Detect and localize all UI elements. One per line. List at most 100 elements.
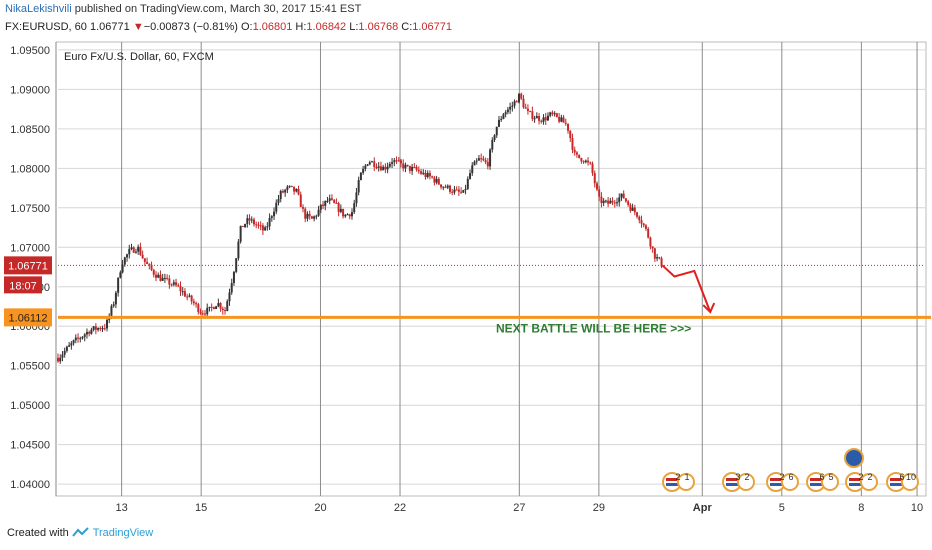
candle-body [395, 160, 398, 162]
candle-body [313, 216, 316, 219]
candle-body [197, 304, 200, 312]
event-marker-upper[interactable] [844, 448, 864, 468]
eu-flag-icon [844, 448, 864, 468]
high-value: 1.06842 [306, 21, 347, 33]
candle-body [629, 204, 632, 211]
candle-body [168, 278, 171, 285]
candle-body [235, 258, 238, 272]
candle-body [480, 158, 483, 160]
candle-body [226, 301, 229, 312]
candle-body [190, 295, 193, 302]
tradingview-logo[interactable]: TradingView [72, 527, 153, 539]
candle-body [130, 247, 133, 249]
candle-body [77, 337, 80, 339]
tradingview-brand: TradingView [92, 527, 154, 539]
candle-body [660, 258, 663, 267]
candle-body [85, 331, 88, 335]
candle-body [451, 191, 454, 193]
candle-body [206, 307, 209, 315]
candle-body [489, 149, 492, 167]
event-count: 3 [735, 472, 740, 482]
candle-body [239, 225, 242, 242]
candle-body [246, 218, 249, 225]
countdown-text: 18:07 [9, 280, 37, 292]
candle-body [157, 274, 160, 278]
candle-body [299, 194, 302, 208]
candle-body [126, 254, 129, 258]
candle-body [397, 160, 400, 162]
candle-body [310, 216, 313, 219]
candle-body [633, 207, 636, 213]
candle-body [154, 274, 157, 278]
candle-body [290, 185, 293, 187]
candle-body [627, 201, 630, 205]
candle-body [607, 200, 610, 204]
support-badge-text: 1.06112 [9, 312, 48, 324]
y-tick-label: 1.09500 [10, 45, 50, 57]
candle-body [560, 117, 563, 122]
candle-body [593, 173, 596, 184]
flag-stripe [890, 483, 902, 486]
event-count: 6 [819, 472, 824, 482]
candle-body [584, 160, 587, 163]
candle-body [442, 186, 445, 188]
y-tick-label: 1.07000 [10, 242, 50, 254]
candle-body [502, 114, 505, 119]
event-count: 10 [906, 472, 916, 482]
candle-body [573, 149, 576, 153]
event-count: 6 [788, 472, 793, 482]
candle-body [132, 247, 135, 253]
candle-body [134, 251, 137, 253]
candle-body [65, 346, 68, 351]
candle-body [353, 203, 356, 213]
candle-body [386, 166, 389, 170]
candle-body [415, 166, 418, 170]
tradingview-icon [72, 527, 89, 537]
candle-body [297, 189, 300, 195]
candle-body [549, 112, 552, 116]
candle-body [90, 329, 93, 334]
candle-body [83, 334, 86, 337]
event-marker[interactable]: 6 10 [886, 472, 919, 492]
candle-body [504, 112, 507, 115]
candle-body [268, 217, 271, 227]
candle-body [529, 111, 532, 113]
candle-body [553, 113, 556, 115]
high-label: H: [295, 21, 307, 33]
y-tick-label: 1.04000 [10, 479, 50, 491]
candle-body [255, 224, 258, 226]
candle-body [538, 116, 541, 121]
candle-body [330, 198, 333, 200]
author-link[interactable]: NikaLekishvili [5, 3, 72, 15]
price-chart[interactable]: Euro Fx/U.S. Dollar, 60, FXCM NEXT BATTL… [0, 38, 932, 518]
candle-body [535, 116, 538, 119]
candle-body [203, 313, 206, 315]
y-tick-label: 1.09000 [10, 84, 50, 96]
candle-body [382, 166, 385, 171]
candle-body [232, 271, 235, 284]
candle-body [435, 178, 438, 183]
x-tick-label: 13 [116, 502, 128, 514]
plot-area[interactable] [55, 41, 927, 497]
flag-stripe [890, 478, 902, 481]
candle-body [426, 173, 429, 178]
candle-body [357, 180, 360, 193]
candle-body [598, 189, 601, 197]
flag-stripe [666, 483, 678, 486]
candle-body [179, 286, 182, 292]
candle-body [497, 119, 500, 127]
candle-body [72, 340, 75, 344]
candle-body [199, 311, 202, 314]
candle-body [221, 308, 224, 311]
projection-arrow[interactable] [661, 264, 712, 313]
down-arrow-icon: ▼ [132, 21, 144, 33]
candle-body [201, 313, 204, 315]
y-axis-labels: 1.09500 1.09000 1.08500 1.08000 1.07500 1.070… [4, 45, 52, 491]
flag-icon [901, 473, 919, 491]
candle-body [248, 218, 251, 221]
